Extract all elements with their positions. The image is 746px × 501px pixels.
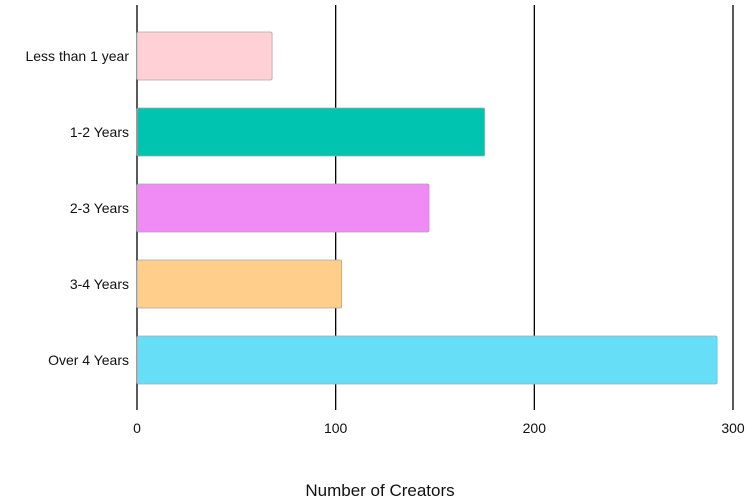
category-label-2-3-years: 2-3 Years [70, 200, 129, 216]
bar-less-than-1-year [136, 31, 273, 81]
x-axis-title: Number of Creators [305, 481, 454, 500]
x-tick-label-300: 300 [721, 420, 745, 436]
x-tick-label-0: 0 [133, 420, 141, 436]
category-labels: Less than 1 year 1-2 Years 2-3 Years 3-4 Ye… [25, 48, 129, 368]
x-tick-label-200: 200 [523, 420, 547, 436]
bar-1-2-years [136, 107, 486, 157]
bars [136, 31, 718, 385]
category-label-3-4-years: 3-4 Years [70, 276, 129, 292]
category-label-over-4-years: Over 4 Years [48, 352, 129, 368]
bar-over-4-years [136, 335, 718, 385]
x-tick-labels: 0 100 200 300 [133, 420, 745, 436]
bar-3-4-years [136, 259, 343, 309]
bar-2-3-years [136, 183, 430, 233]
category-label-less-than-1-year: Less than 1 year [25, 48, 129, 64]
x-tick-label-100: 100 [324, 420, 348, 436]
category-label-1-2-years: 1-2 Years [70, 124, 129, 140]
